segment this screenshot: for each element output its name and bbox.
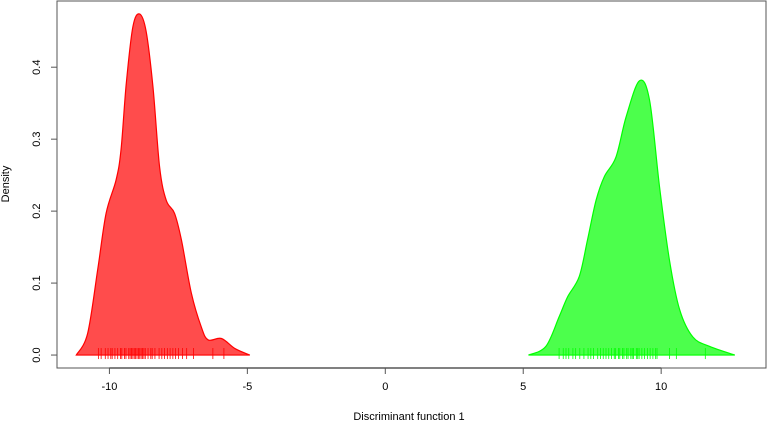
x-tick-label: 10 [655, 381, 667, 393]
y-tick-label: 0.3 [31, 132, 43, 147]
y-tick-label: 0.4 [31, 60, 43, 75]
x-tick-label: 0 [382, 381, 388, 393]
plot-marks [75, 13, 736, 360]
y-tick-label: 0.0 [31, 347, 43, 362]
x-tick-label: 5 [520, 381, 526, 393]
y-axis-label: Density [0, 165, 12, 202]
x-axis: -10 -5 0 5 10 [101, 367, 667, 393]
density-area-1 [528, 79, 736, 356]
y-tick-label: 0.1 [31, 275, 43, 290]
x-tick-label: -10 [101, 381, 117, 393]
y-tick-label: 0.2 [31, 203, 43, 218]
x-tick-label: -5 [242, 381, 252, 393]
density-area-0 [75, 13, 251, 356]
x-axis-label: Discriminant function 1 [353, 411, 464, 423]
y-axis: 0.0 0.1 0.2 0.3 0.4 [31, 60, 58, 363]
